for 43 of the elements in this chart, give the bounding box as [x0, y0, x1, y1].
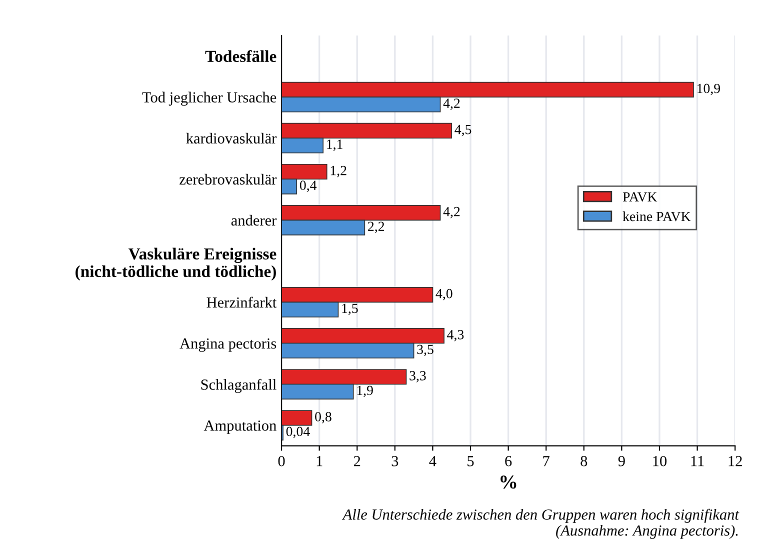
x-tick-label: 3 — [392, 456, 398, 466]
x-tick-label: 1 — [316, 456, 322, 466]
x-tick-label: 4 — [429, 456, 436, 466]
data-label: 10,9 — [698, 84, 720, 96]
y-tick-label: Schlaganfall — [201, 378, 276, 393]
x-tick-label: 8 — [580, 456, 588, 466]
data-label: 4,5 — [454, 124, 472, 136]
data-label: 1,2 — [330, 166, 346, 178]
data-label: 3,5 — [417, 344, 434, 356]
x-tick-label: 5 — [468, 456, 474, 466]
x-tick-label: 0 — [278, 456, 285, 466]
data-label: 0,04 — [286, 426, 310, 438]
x-tick-label: 2 — [354, 456, 360, 466]
y-tick-label: Herzinfarkt — [206, 296, 277, 308]
y-tick-label: anderer — [231, 214, 277, 226]
x-axis-title: % — [500, 476, 516, 489]
x-tick-label: 6 — [505, 456, 512, 466]
legend-label: PAVK — [622, 192, 658, 202]
y-tick-label: zerebrovaskulär — [180, 174, 277, 185]
data-label: 4,3 — [447, 330, 464, 342]
y-tick-label: Todesfälle — [205, 50, 276, 62]
x-tick-label: 9 — [618, 456, 625, 466]
data-label: 0,4 — [300, 180, 317, 192]
data-label: 4,2 — [443, 206, 460, 218]
data-label: 1,5 — [342, 304, 358, 316]
x-tick-label: 7 — [543, 456, 550, 466]
data-label: 4,0 — [436, 288, 452, 300]
x-tick-label: 11 — [691, 456, 704, 466]
data-label: 4,2 — [443, 98, 460, 110]
data-label: 2,2 — [368, 222, 384, 234]
y-tick-label: kardiovaskulär — [186, 132, 277, 144]
data-label: 3,3 — [410, 371, 426, 382]
x-tick-label: 10 — [653, 456, 667, 466]
data-label: 1,9 — [357, 386, 373, 398]
x-tick-label: 12 — [728, 456, 742, 466]
data-label: 1,1 — [327, 140, 342, 151]
data-label: 0,8 — [315, 412, 332, 424]
legend-label: keine PAVK — [622, 211, 691, 222]
y-tick-label: Angina pectoris — [180, 338, 276, 352]
text: Alle Unterschiede zwischen den Gruppen waren hoch signifikant (Ausnahme: Angina pectoris). — [342, 508, 740, 539]
y-tick-label: Tod jeglicher Ursache — [142, 92, 276, 106]
y-tick-label: Vaskuläre Ereignisse (nicht-tödliche und tödliche) — [76, 248, 276, 280]
y-tick-label: Amputation — [204, 420, 276, 434]
